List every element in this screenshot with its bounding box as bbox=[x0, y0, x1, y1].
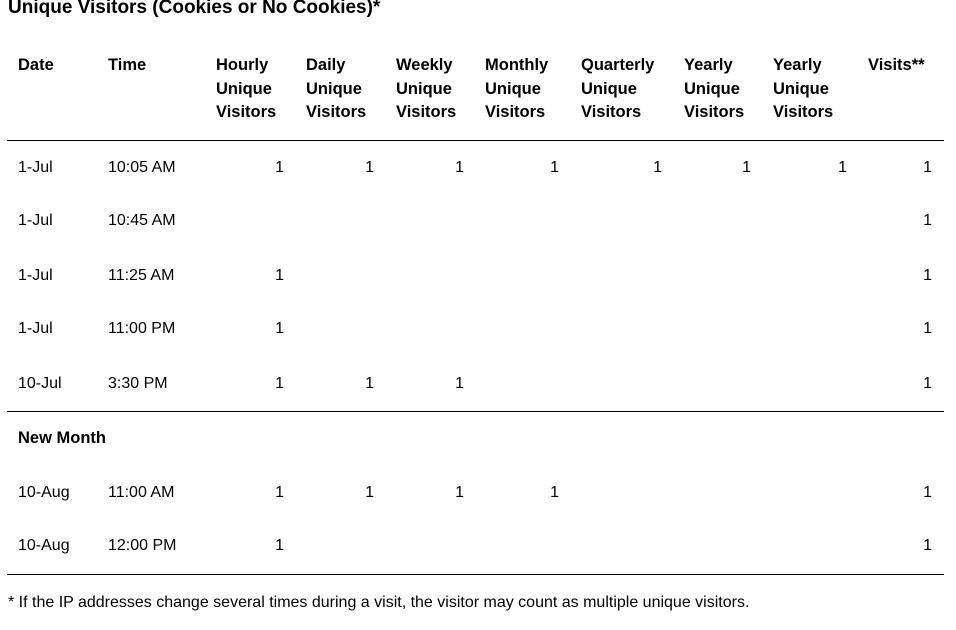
column-header-line: Daily bbox=[306, 56, 346, 74]
time-cell: 11:00 PM bbox=[108, 320, 176, 337]
column-header-line: Visitors bbox=[216, 103, 277, 121]
column-header-line: Hourly bbox=[216, 56, 269, 74]
column-header-line: Visitors bbox=[396, 103, 457, 121]
date-cell: 1-Jul bbox=[18, 320, 53, 337]
time-cell: 11:00 AM bbox=[108, 484, 175, 501]
value-cell: 1 bbox=[838, 159, 847, 176]
column-header: Yearly Unique Visitors bbox=[773, 54, 833, 125]
value-cell: 1 bbox=[365, 375, 374, 392]
footer-divider bbox=[7, 574, 944, 575]
time-cell: 10:45 AM bbox=[108, 212, 176, 229]
date-cell: 1-Jul bbox=[18, 159, 53, 176]
column-header-line: Unique bbox=[396, 79, 452, 98]
time-cell: 10:05 AM bbox=[108, 159, 176, 176]
column-header: Monthly Unique Visitors bbox=[485, 54, 548, 125]
column-header-line: Unique bbox=[485, 79, 541, 98]
value-cell: 1 bbox=[923, 267, 932, 284]
value-cell: 1 bbox=[275, 267, 284, 284]
value-cell: 1 bbox=[455, 484, 464, 501]
column-header-line: Unique bbox=[581, 79, 637, 98]
value-cell: 1 bbox=[923, 320, 932, 337]
value-cell: 1 bbox=[275, 320, 284, 337]
section-label: New Month bbox=[18, 429, 106, 447]
value-cell: 1 bbox=[923, 375, 932, 392]
column-header: Yearly Unique Visitors bbox=[684, 54, 744, 125]
column-header-line: Weekly bbox=[396, 56, 453, 74]
value-cell: 1 bbox=[275, 537, 284, 554]
date-cell: 10-Aug bbox=[18, 484, 70, 501]
column-header: Visits** bbox=[868, 54, 925, 78]
date-cell: 1-Jul bbox=[18, 212, 53, 229]
time-cell: 11:25 AM bbox=[108, 267, 175, 284]
column-header-line: Unique bbox=[684, 79, 740, 98]
column-header-line: Monthly bbox=[485, 56, 549, 74]
value-cell: 1 bbox=[275, 159, 284, 176]
value-cell: 1 bbox=[365, 484, 374, 501]
column-header: Date bbox=[18, 54, 54, 78]
date-cell: 1-Jul bbox=[18, 267, 53, 284]
time-cell: 3:30 PM bbox=[108, 375, 168, 392]
value-cell: 1 bbox=[923, 537, 932, 554]
column-header: Weekly Unique Visitors bbox=[396, 54, 456, 125]
value-cell: 1 bbox=[275, 484, 284, 501]
value-cell: 1 bbox=[550, 159, 559, 176]
column-header-line: Visitors bbox=[485, 103, 546, 121]
date-cell: 10-Aug bbox=[18, 537, 70, 554]
value-cell: 1 bbox=[923, 484, 932, 501]
column-header: Daily Unique Visitors bbox=[306, 54, 366, 125]
value-cell: 1 bbox=[550, 484, 559, 501]
column-header: Hourly Unique Visitors bbox=[216, 54, 276, 125]
column-header-line: Visitors bbox=[306, 103, 367, 121]
value-cell: 1 bbox=[923, 159, 932, 176]
column-header-line: Visits** bbox=[868, 56, 925, 74]
value-cell: 1 bbox=[653, 159, 662, 176]
column-header-line: Visitors bbox=[581, 103, 642, 121]
table-title: Unique Visitors (Cookies or No Cookies)* bbox=[8, 0, 381, 18]
column-header-line: Quarterly bbox=[581, 56, 655, 74]
value-cell: 1 bbox=[365, 159, 374, 176]
column-header: Quarterly Unique Visitors bbox=[581, 54, 654, 125]
value-cell: 1 bbox=[455, 159, 464, 176]
time-cell: 12:00 PM bbox=[108, 537, 177, 554]
value-cell: 1 bbox=[742, 159, 751, 176]
footnote: * If the IP addresses change several tim… bbox=[8, 594, 750, 611]
header-divider bbox=[7, 140, 944, 141]
section-divider bbox=[7, 411, 944, 412]
column-header-line: Unique bbox=[773, 79, 829, 98]
column-header-line: Unique bbox=[216, 79, 272, 98]
column-header: Time bbox=[108, 54, 146, 78]
column-header-line: Yearly bbox=[684, 56, 733, 74]
column-header-line: Date bbox=[18, 56, 54, 74]
column-header-line: Visitors bbox=[684, 103, 745, 121]
column-header-line: Time bbox=[108, 56, 147, 74]
value-cell: 1 bbox=[923, 212, 932, 229]
column-header-line: Unique bbox=[306, 79, 362, 98]
column-header-line: Yearly bbox=[773, 56, 822, 74]
value-cell: 1 bbox=[275, 375, 284, 392]
column-header-line: Visitors bbox=[773, 103, 834, 121]
date-cell: 10-Jul bbox=[18, 375, 62, 392]
value-cell: 1 bbox=[455, 375, 464, 392]
